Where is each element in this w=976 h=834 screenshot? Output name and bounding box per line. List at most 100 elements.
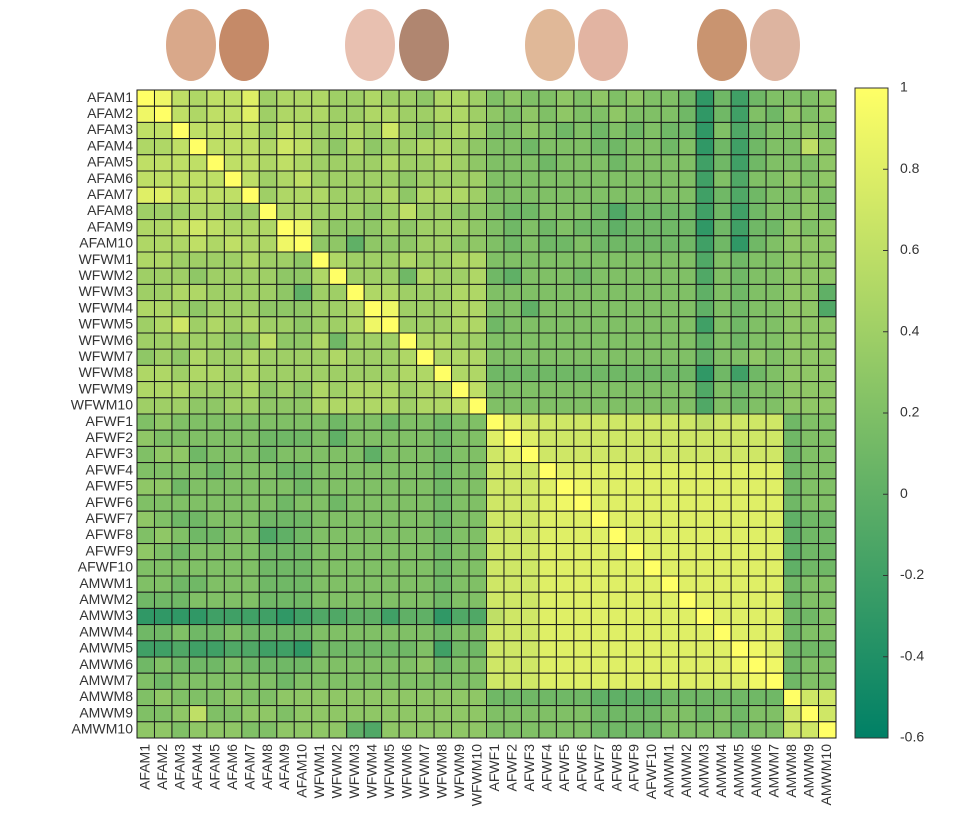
heatmap-cell [521,463,538,479]
heatmap-cell [189,139,206,155]
heatmap-cell [189,317,206,333]
heatmap-cell [609,527,626,543]
heatmap-cell [504,155,521,171]
heatmap-cell [417,446,434,462]
heatmap-cell [679,544,696,560]
heatmap-cell [189,463,206,479]
heatmap-cell [207,673,224,689]
heatmap-cell [329,236,346,252]
heatmap-cell [452,414,469,430]
heatmap-cell [312,608,329,624]
heatmap-cell [696,608,713,624]
heatmap-cell [819,333,836,349]
heatmap-cell [224,171,241,187]
heatmap-cell [609,430,626,446]
heatmap-cell [784,625,801,641]
heatmap-cell [784,430,801,446]
heatmap-cell [661,220,678,236]
heatmap-cell [766,592,783,608]
heatmap-cell [382,689,399,705]
heatmap-cell [661,301,678,317]
heatmap-cell [784,317,801,333]
heatmap-cell [382,544,399,560]
heatmap-cell [347,560,364,576]
heatmap-cell [224,90,241,106]
heatmap-cell [277,187,294,203]
heatmap-cell [434,608,451,624]
heatmap-cell [207,479,224,495]
heatmap-cell [749,106,766,122]
heatmap-cell [294,608,311,624]
heatmap-cell [452,203,469,219]
heatmap-cell [539,284,556,300]
heatmap-cell [556,414,573,430]
heatmap-cell [294,722,311,738]
heatmap-cell [259,608,276,624]
face [219,9,269,81]
heatmap-cell [504,706,521,722]
heatmap-cell [312,139,329,155]
heatmap-cell [434,657,451,673]
heatmap-cell [714,625,731,641]
heatmap-cell [207,657,224,673]
heatmap-cell [749,333,766,349]
heatmap-cell [172,122,189,138]
heatmap-cell [347,722,364,738]
heatmap-cell [644,106,661,122]
heatmap-cell [154,641,171,657]
heatmap-cell [766,430,783,446]
heatmap-cell [574,608,591,624]
heatmap-cell [259,333,276,349]
heatmap-cell [574,171,591,187]
heatmap-cell [731,382,748,398]
heatmap-cell [259,106,276,122]
colorbar-tick-label: 0 [900,485,908,501]
heatmap-cell [242,511,259,527]
heatmap-cell [487,592,504,608]
heatmap-cell [172,333,189,349]
heatmap-cell [259,203,276,219]
heatmap-cell [679,463,696,479]
heatmap-cell [329,301,346,317]
heatmap-cell [679,203,696,219]
heatmap-cell [679,673,696,689]
heatmap-cell [347,90,364,106]
heatmap-cell [801,333,818,349]
heatmap-cell [487,689,504,705]
heatmap-cell [626,527,643,543]
heatmap-cell [399,641,416,657]
heatmap-cell [784,673,801,689]
heatmap-cell [766,236,783,252]
heatmap-cell [452,576,469,592]
heatmap-cell [154,608,171,624]
heatmap-cell [154,317,171,333]
heatmap-cell [819,706,836,722]
y-tick-label: AMWM7 [79,672,133,688]
heatmap-cell [609,511,626,527]
heatmap-cell [417,560,434,576]
heatmap-cell [714,139,731,155]
heatmap-cell [399,592,416,608]
heatmap-cell [679,625,696,641]
heatmap-cell [714,641,731,657]
heatmap-cell [749,317,766,333]
heatmap-cell [591,106,608,122]
heatmap-cell [574,560,591,576]
heatmap-cell [521,414,538,430]
heatmap-cell [312,479,329,495]
heatmap-cell [137,706,154,722]
heatmap-cell [154,446,171,462]
y-tick-label: AFAM5 [87,154,133,170]
heatmap-cell [259,446,276,462]
heatmap-cell [207,608,224,624]
heatmap-cell [469,236,486,252]
heatmap-cell [731,252,748,268]
heatmap-cell [784,722,801,738]
heatmap-cell [364,560,381,576]
heatmap-cell [382,155,399,171]
heatmap-cell [696,382,713,398]
heatmap-cell [731,106,748,122]
y-tick-label: AFAM10 [79,235,133,251]
heatmap-cell [382,122,399,138]
heatmap-cell [399,706,416,722]
